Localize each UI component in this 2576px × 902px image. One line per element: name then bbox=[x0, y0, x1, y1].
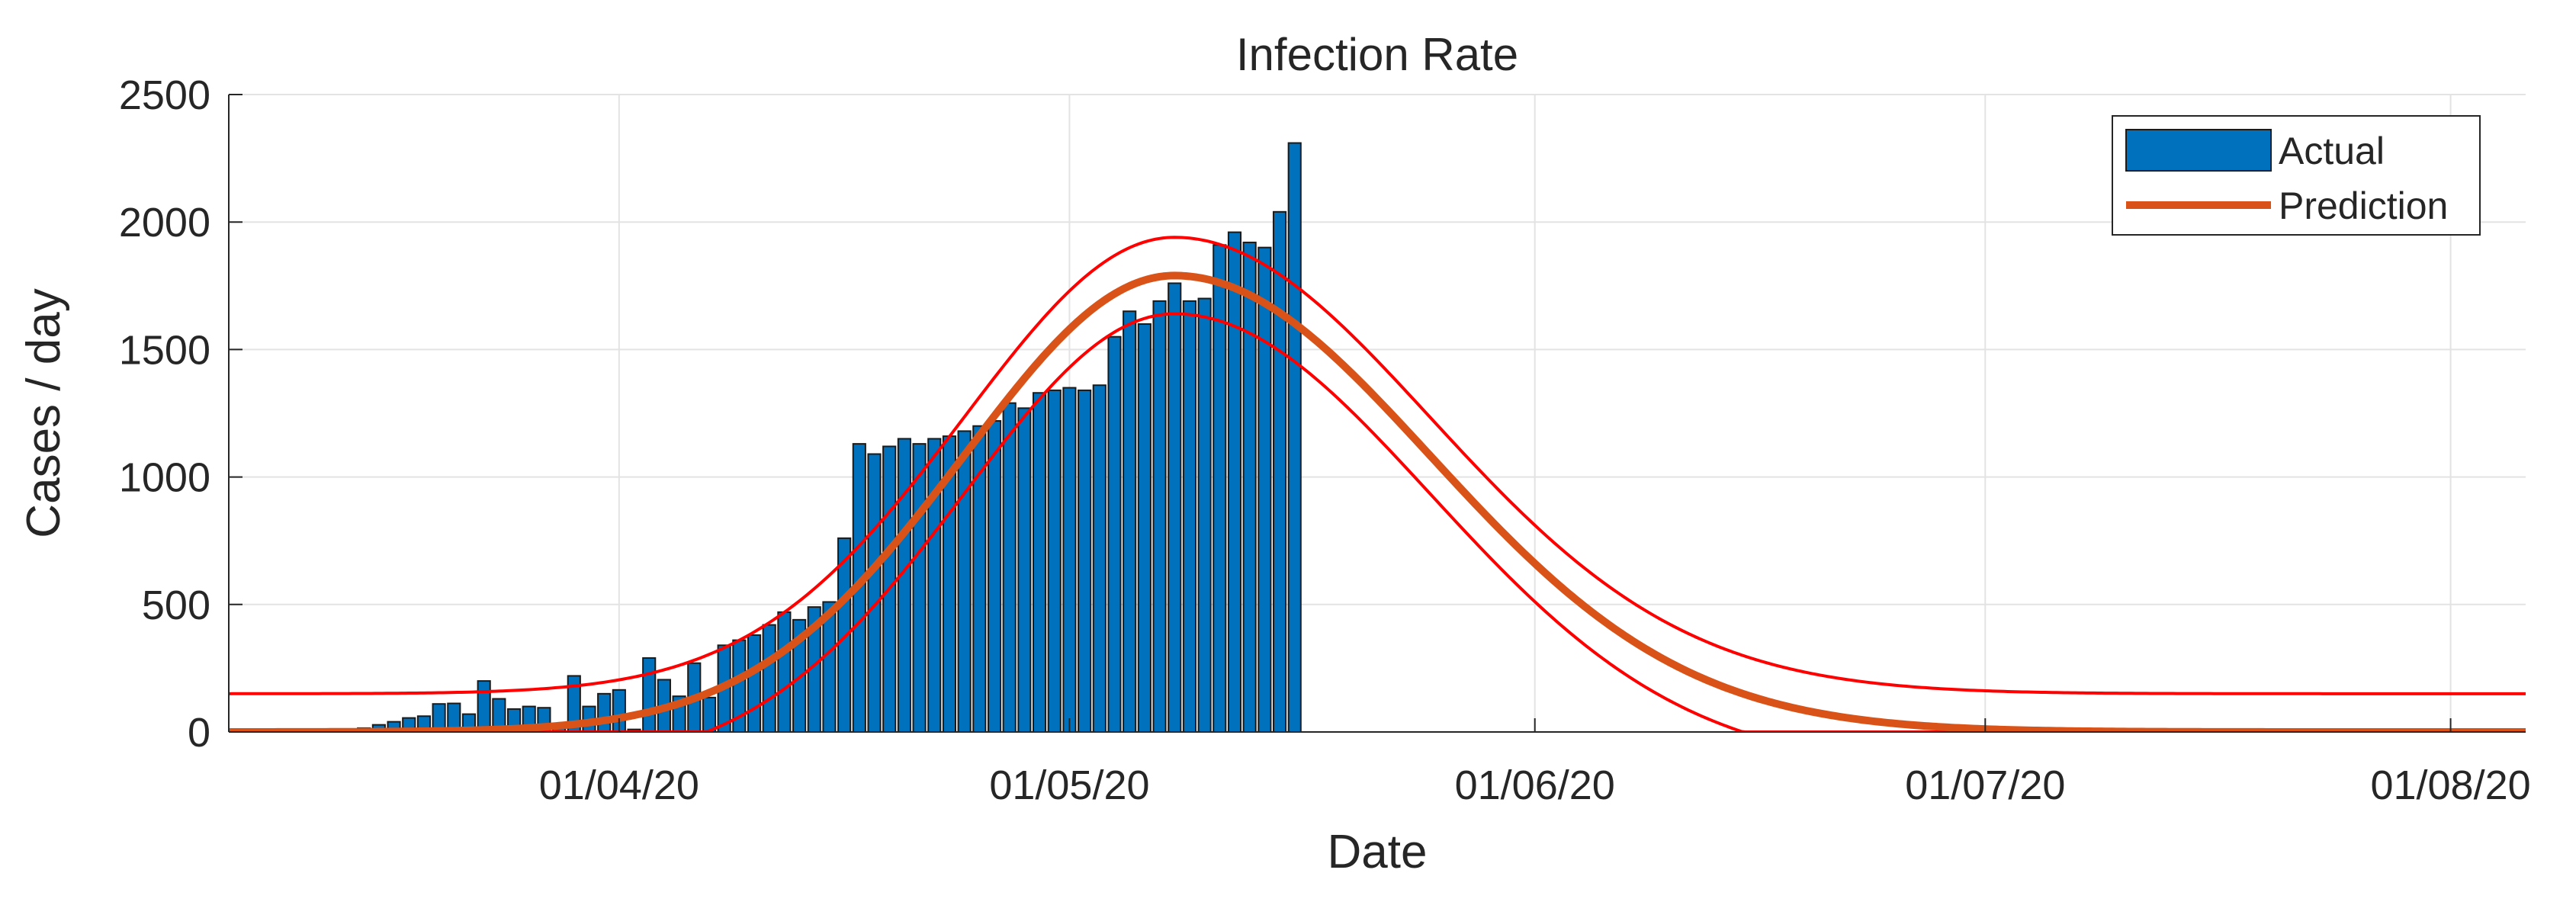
legend-swatch-actual bbox=[2125, 129, 2272, 172]
actual-bar bbox=[477, 680, 491, 732]
y-tick-label: 1000 bbox=[119, 455, 210, 501]
y-axis-title: Cases / day bbox=[18, 288, 70, 538]
prediction-lower-bound-line bbox=[229, 312, 2526, 732]
y-tick-label: 500 bbox=[142, 583, 210, 628]
actual-bar bbox=[1002, 402, 1017, 732]
actual-bar bbox=[1287, 142, 1302, 732]
axes bbox=[228, 94, 2526, 733]
x-tick-label: 01/06/20 bbox=[1455, 762, 1615, 808]
actual-bar bbox=[1137, 323, 1151, 732]
actual-bar bbox=[1107, 335, 1122, 732]
actual-bar bbox=[1062, 387, 1077, 732]
actual-bar bbox=[867, 453, 882, 732]
y-tick-label: 2000 bbox=[119, 200, 210, 246]
actual-bar bbox=[1123, 310, 1137, 732]
actual-bar bbox=[1047, 389, 1062, 732]
prediction-upper-bound-line bbox=[229, 236, 2526, 695]
actual-bar bbox=[1017, 407, 1032, 732]
x-tick-label: 01/04/20 bbox=[539, 762, 699, 808]
actual-bar bbox=[1032, 392, 1047, 732]
y-tick-label: 2500 bbox=[119, 72, 210, 118]
actual-bar bbox=[822, 601, 837, 732]
actual-bar bbox=[702, 696, 717, 732]
actual-bar bbox=[1227, 231, 1242, 732]
actual-bar bbox=[927, 438, 942, 732]
actual-bar bbox=[912, 443, 927, 732]
legend-label-actual: Actual bbox=[2279, 130, 2385, 172]
actual-bar bbox=[1197, 297, 1212, 732]
actual-bar bbox=[957, 430, 972, 732]
actual-bar bbox=[1152, 300, 1167, 732]
actual-bar bbox=[1257, 246, 1272, 732]
actual-bars bbox=[297, 142, 1302, 732]
x-axis-title: Date bbox=[1328, 826, 1428, 878]
actual-bar bbox=[762, 624, 776, 732]
actual-bar bbox=[1242, 241, 1257, 732]
tick-labels: 0 500 1000 1500 2000 2500 01/04/20 01/05/20 01/0… bbox=[119, 72, 2531, 808]
actual-bar bbox=[897, 438, 911, 732]
actual-bar bbox=[1168, 282, 1182, 732]
actual-bar bbox=[747, 634, 762, 732]
legend-label-prediction: Prediction bbox=[2279, 185, 2448, 227]
actual-bar bbox=[1272, 210, 1287, 732]
x-tick-label: 01/08/20 bbox=[2370, 762, 2530, 808]
x-tick-label: 01/05/20 bbox=[989, 762, 1149, 808]
y-tick-label: 0 bbox=[188, 710, 210, 756]
actual-bar bbox=[492, 698, 506, 732]
x-tick-label: 01/07/20 bbox=[1905, 762, 2065, 808]
y-tick-label: 1500 bbox=[119, 327, 210, 373]
actual-bar bbox=[987, 420, 1002, 732]
chart-title: Infection Rate bbox=[1236, 29, 1518, 80]
legend: Actual Prediction bbox=[2112, 115, 2481, 236]
actual-bar bbox=[1078, 389, 1092, 732]
actual-bar bbox=[597, 692, 612, 732]
actual-bar bbox=[1182, 300, 1196, 732]
actual-bar bbox=[777, 611, 792, 732]
actual-bar bbox=[642, 657, 657, 732]
actual-bar bbox=[1092, 384, 1107, 732]
